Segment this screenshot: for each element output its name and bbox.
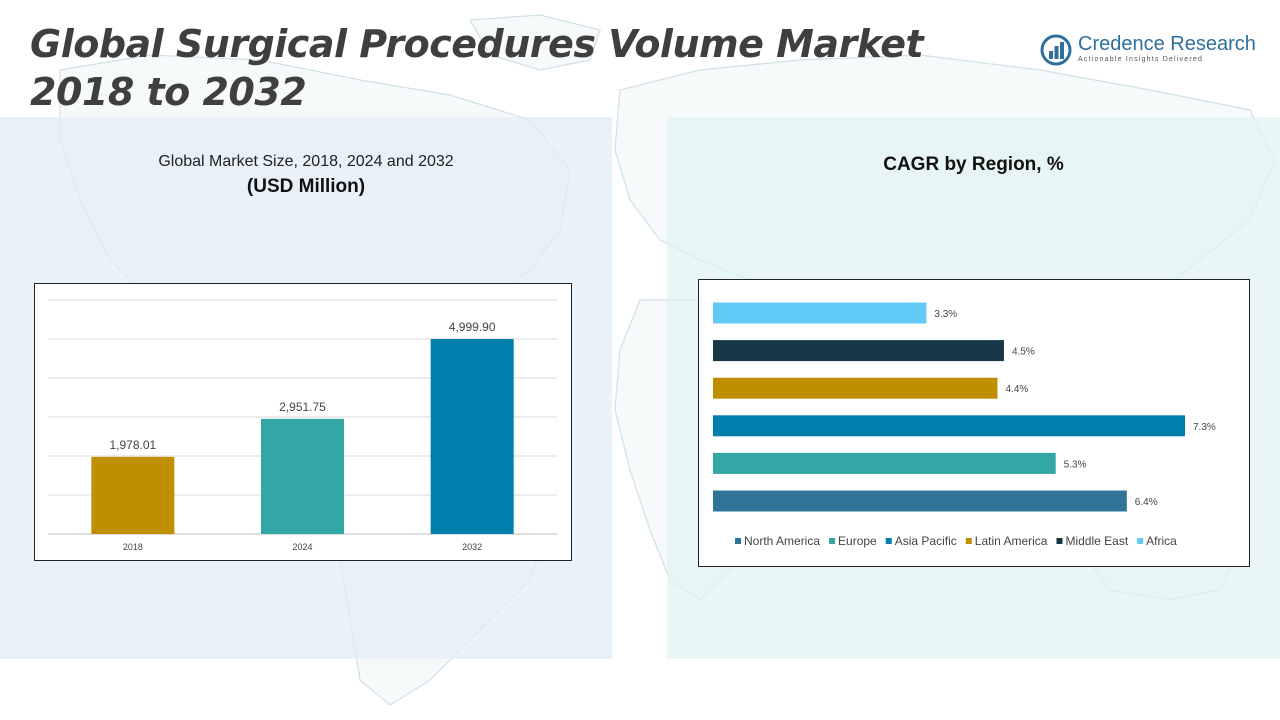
- legend-item: Africa: [1146, 534, 1177, 548]
- bar-value-label: 7.3%: [1193, 422, 1216, 433]
- market-size-bar-chart: 1,978.01 2018 2,951.75 2024 4,999.90 2032: [48, 299, 557, 552]
- logo-tagline: Actionable Insights Delivered: [1078, 56, 1204, 63]
- legend-swatch: [1056, 538, 1063, 544]
- bar-value-label: 1,978.01: [109, 438, 156, 452]
- bar-value-label: 4,999.90: [449, 320, 496, 334]
- market-size-unit: (USD Million): [246, 176, 366, 197]
- brand-logo[interactable]: Credence Research Actionable Insights De…: [1040, 32, 1270, 68]
- legend-swatch: [735, 538, 741, 544]
- bar-africa: [713, 302, 927, 324]
- cagr-chart: 3.3% 4.5% 4.4% 7.3% 5.3% 6.4% North America Eur…: [698, 279, 1250, 567]
- bar-value-label: 6.4%: [1135, 497, 1158, 508]
- bar-value-label: 3.3%: [934, 309, 957, 320]
- legend-item: North America: [744, 534, 820, 548]
- bar-value-label: 4.4%: [1005, 384, 1028, 395]
- bar-2024: [261, 418, 344, 534]
- market-size-chart: 1,978.01 2018 2,951.75 2024 4,999.90 2032: [34, 283, 572, 561]
- bar-middle-east: [713, 340, 1004, 362]
- bar-asia-pacific: [713, 415, 1185, 437]
- bar-value-label: 2,951.75: [279, 400, 326, 414]
- legend-swatch: [885, 538, 892, 544]
- market-size-subtitle: Global Market Size, 2018, 2024 and 2032: [158, 153, 454, 170]
- legend-swatch: [1137, 538, 1144, 544]
- logo-name: Credence Research: [1078, 33, 1256, 55]
- x-tick-label: 2032: [462, 542, 482, 552]
- cagr-title: CAGR by Region, %: [883, 154, 1064, 175]
- bar-value-label: 5.3%: [1064, 459, 1087, 470]
- credence-logo-icon: [1040, 34, 1072, 66]
- bar-2032: [430, 339, 514, 534]
- bar-europe: [713, 452, 1056, 474]
- bar-value-label: 4.5%: [1012, 347, 1035, 358]
- x-tick-label: 2024: [292, 542, 312, 552]
- legend-swatch: [965, 538, 972, 544]
- page-title: Global Surgical Procedures Volume Market…: [30, 22, 924, 114]
- legend-item: Middle East: [1065, 534, 1128, 548]
- cagr-bar-chart: 3.3% 4.5% 4.4% 7.3% 5.3% 6.4% North America Eur…: [713, 302, 1216, 548]
- legend-item: Europe: [838, 534, 877, 548]
- x-tick-label: 2018: [123, 542, 143, 552]
- legend-swatch: [829, 538, 836, 544]
- bar-latin-america: [713, 377, 998, 399]
- bar-north-america: [713, 490, 1127, 512]
- legend-item: Asia Pacific: [895, 534, 957, 548]
- legend-item: Latin America: [975, 534, 1048, 548]
- bar-2018: [91, 456, 175, 534]
